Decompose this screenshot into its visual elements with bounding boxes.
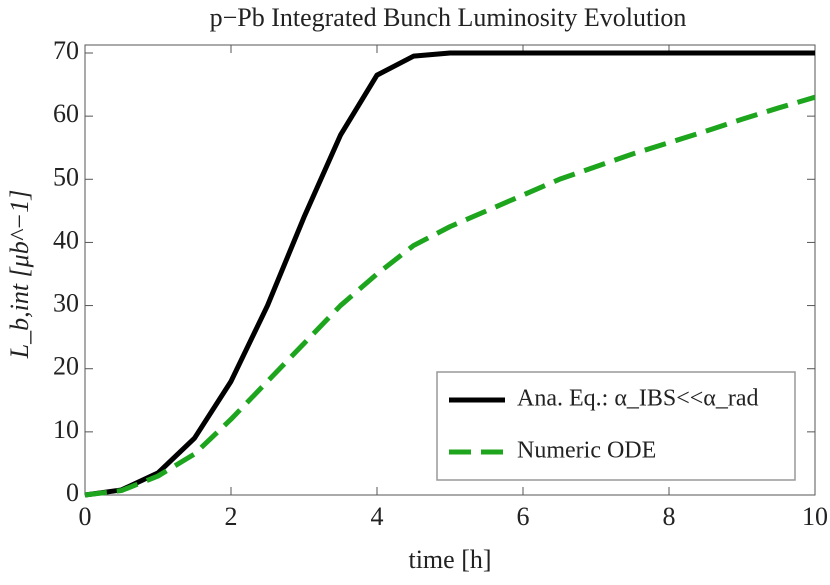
y-tick-label: 40 [53, 225, 79, 254]
y-tick-label: 10 [53, 415, 79, 444]
y-tick-label: 50 [53, 162, 79, 191]
x-tick-label: 4 [371, 502, 384, 531]
y-tick-label: 30 [53, 289, 79, 318]
x-axis-label: time [h] [408, 545, 491, 574]
legend-label: Ana. Eq.: α_IBS<<α_rad [517, 386, 759, 412]
legend-box [436, 371, 796, 481]
x-tick-label: 6 [517, 502, 530, 531]
x-tick-label: 8 [663, 502, 676, 531]
y-tick-label: 0 [66, 478, 79, 507]
y-tick-label: 20 [53, 352, 79, 381]
series-line [84, 94, 816, 498]
x-tick-label: 0 [79, 502, 92, 531]
y-tick-label: 70 [53, 36, 79, 65]
x-tick-label: 2 [225, 502, 238, 531]
y-axis-label: L_b,int [μb^−1] [5, 190, 34, 360]
x-tick-label: 10 [802, 502, 828, 531]
y-tick-label: 60 [53, 99, 79, 128]
plot-frame [84, 44, 816, 496]
series-line [84, 50, 815, 498]
legend-label: Numeric ODE [517, 438, 656, 464]
chart-title: p−Pb Integrated Bunch Luminosity Evoluti… [210, 3, 687, 32]
